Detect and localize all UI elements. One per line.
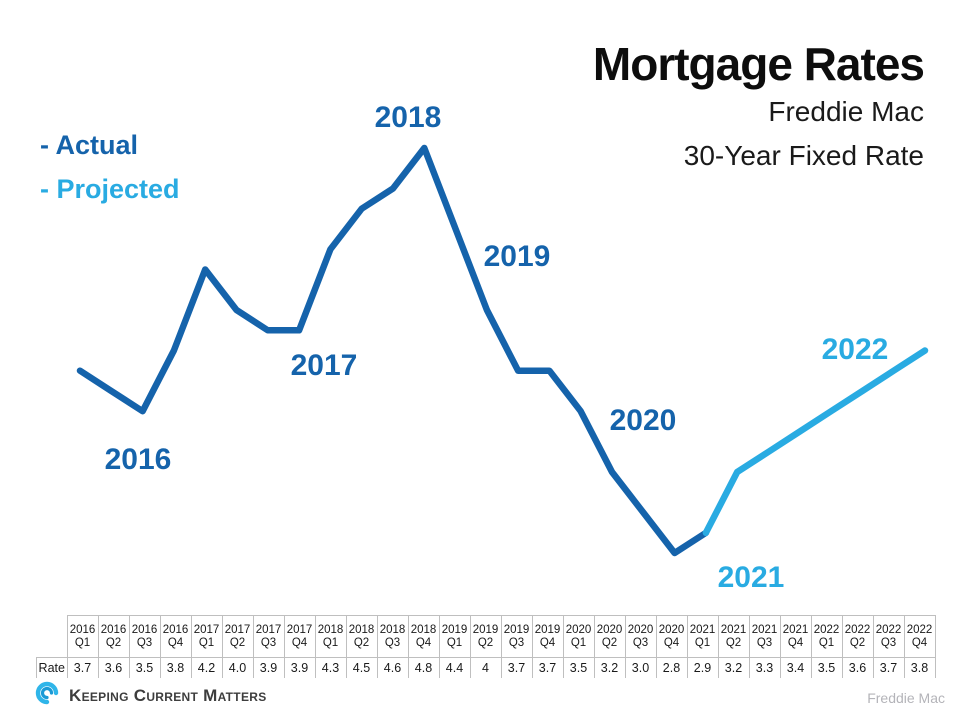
rate-value-cell: 3.7	[500, 657, 533, 679]
rate-value-cell: 3.5	[810, 657, 843, 679]
actual-line	[76, 144, 710, 557]
quarter-header-cell: 2018 Q3	[376, 615, 409, 658]
rate-value-cell: 4.0	[221, 657, 254, 679]
chart-legend: - Actual - Projected	[40, 130, 180, 218]
quarter-header-cell: 2021 Q3	[748, 615, 781, 658]
quarter-header-cell: 2018 Q2	[345, 615, 378, 658]
rate-value-cell: 4.6	[376, 657, 409, 679]
rate-value-cell: 3.6	[841, 657, 874, 679]
rate-value-cell: 3.7	[66, 657, 99, 679]
title-block: Mortgage Rates Freddie Mac 30-Year Fixed…	[592, 38, 925, 178]
rate-value-cell: 3.4	[779, 657, 812, 679]
subtitle-line-2: 30-Year Fixed Rate	[683, 140, 924, 171]
rate-value-cell: 3.9	[283, 657, 316, 679]
kcm-swirl-logo-icon	[34, 679, 60, 712]
quarter-header-cell: 2021 Q4	[779, 615, 812, 658]
quarter-header-cell: 2020 Q4	[655, 615, 688, 658]
quarter-header-cell: 2019 Q4	[531, 615, 564, 658]
year-label-2017: 2017	[290, 349, 358, 382]
rates-table: 2016 Q1 2016 Q2 2016 Q3 2016 Q4 2017 Q1 2017 Q2 2017…	[36, 615, 936, 679]
rate-value-cell: 3.6	[97, 657, 130, 679]
page-title: Mortgage Rates	[592, 38, 925, 90]
rate-value-cell: 2.8	[655, 657, 688, 679]
rate-value-cell: 4.2	[190, 657, 223, 679]
quarter-header-cell: 2017 Q2	[221, 615, 254, 658]
quarter-header-cell: 2018 Q1	[314, 615, 347, 658]
rate-value-cell: 3.2	[593, 657, 626, 679]
quarter-header-cell: 2020 Q1	[562, 615, 595, 658]
quarter-header-cell: 2017 Q4	[283, 615, 316, 658]
quarter-header-cell: 2022 Q4	[903, 615, 936, 658]
rate-value-cell: 4.5	[345, 657, 378, 679]
year-label-2021: 2021	[717, 561, 785, 594]
year-label-2022: 2022	[821, 333, 889, 366]
quarter-header-cell: 2016 Q3	[128, 615, 161, 658]
quarter-header-cell: 2022 Q3	[872, 615, 905, 658]
rate-value-cell: 4	[469, 657, 502, 679]
rate-value-cell: 3.7	[872, 657, 905, 679]
quarter-header-cell: 2019 Q2	[469, 615, 502, 658]
rate-value-cell: 3.9	[252, 657, 285, 679]
quarter-header-cell: 2021 Q1	[686, 615, 719, 658]
legend-actual: - Actual	[40, 130, 139, 160]
source-attribution: Freddie Mac	[867, 690, 945, 706]
rate-value-cell: 3.3	[748, 657, 781, 679]
quarter-header-cell: 2017 Q1	[190, 615, 223, 658]
quarter-header-cell: 2022 Q1	[810, 615, 843, 658]
rate-value-cell: 4.3	[314, 657, 347, 679]
year-label-2018: 2018	[374, 101, 442, 134]
quarter-header-cell: 2022 Q2	[841, 615, 874, 658]
quarter-header-cell: 2016 Q2	[97, 615, 130, 658]
quarter-header-cell: 2019 Q3	[500, 615, 533, 658]
quarter-header-cell: 2020 Q3	[624, 615, 657, 658]
quarter-header-cell: 2018 Q4	[407, 615, 440, 658]
rate-value-cell: 4.4	[438, 657, 471, 679]
rate-value-cell: 3.8	[159, 657, 192, 679]
rate-value-cell: 4.8	[407, 657, 440, 679]
rate-table-wrap: 2016 Q1 2016 Q2 2016 Q3 2016 Q4 2017 Q1 2017 Q2 2017…	[36, 615, 936, 679]
quarter-header-cell: 2016 Q1	[66, 615, 99, 658]
legend-projected: - Projected	[40, 174, 180, 204]
quarter-header-cell: 2017 Q3	[252, 615, 285, 658]
rate-value-cell: 3.2	[717, 657, 750, 679]
rate-row-label: Rate	[36, 657, 68, 679]
rate-value-cell: 2.9	[686, 657, 719, 679]
projected-line	[702, 347, 929, 537]
quarter-header-cell: 2016 Q4	[159, 615, 192, 658]
rate-value-cell: 3.0	[624, 657, 657, 679]
rate-value-cell: 3.8	[903, 657, 936, 679]
quarter-header-cell: 2021 Q2	[717, 615, 750, 658]
year-label-2020: 2020	[609, 404, 677, 437]
rate-value-cell: 3.5	[562, 657, 595, 679]
footer: Keeping Current Matters Freddie Mac	[0, 678, 960, 720]
table-corner-cell	[37, 616, 68, 658]
rate-value-cell: 3.5	[128, 657, 161, 679]
year-label-2016: 2016	[104, 443, 172, 476]
brand-text: Keeping Current Matters	[69, 685, 267, 705]
year-label-2019: 2019	[483, 240, 551, 273]
quarter-header-cell: 2019 Q1	[438, 615, 471, 658]
quarter-header-cell: 2020 Q2	[593, 615, 626, 658]
rate-value-cell: 3.7	[531, 657, 564, 679]
subtitle-line-1: Freddie Mac	[768, 96, 924, 127]
brand: Keeping Current Matters	[34, 679, 267, 712]
